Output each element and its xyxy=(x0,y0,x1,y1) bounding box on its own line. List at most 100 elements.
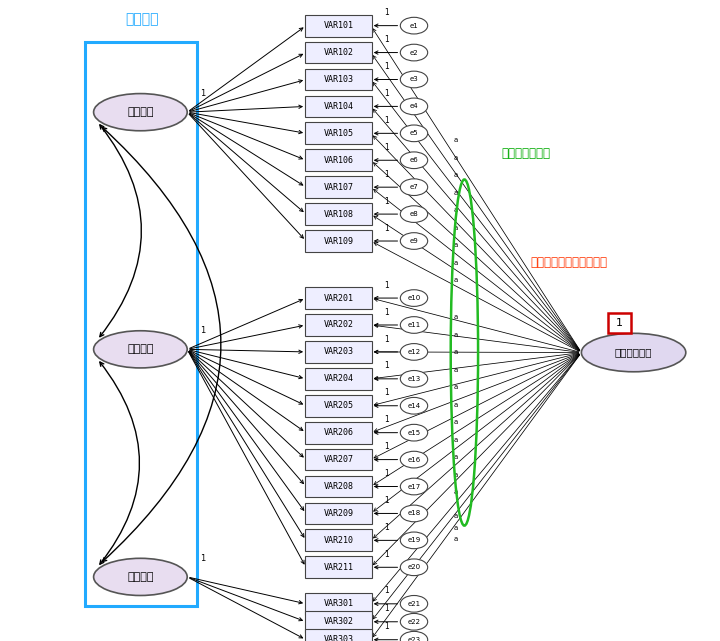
Ellipse shape xyxy=(400,44,428,61)
Text: 1: 1 xyxy=(384,35,390,44)
FancyBboxPatch shape xyxy=(305,287,372,309)
Text: 1: 1 xyxy=(616,318,623,328)
Ellipse shape xyxy=(582,333,686,372)
Text: 1: 1 xyxy=(384,116,390,125)
Text: VAR102: VAR102 xyxy=(323,48,354,57)
Text: VAR105: VAR105 xyxy=(323,129,354,138)
FancyBboxPatch shape xyxy=(305,122,372,144)
FancyBboxPatch shape xyxy=(608,313,631,333)
FancyBboxPatch shape xyxy=(305,230,372,252)
Ellipse shape xyxy=(400,71,428,88)
Text: VAR201: VAR201 xyxy=(323,294,354,303)
Text: a: a xyxy=(453,260,457,265)
Text: VAR205: VAR205 xyxy=(323,401,354,410)
Text: a: a xyxy=(453,137,457,143)
FancyBboxPatch shape xyxy=(305,368,372,390)
Text: 1: 1 xyxy=(384,415,390,424)
Text: a: a xyxy=(453,207,457,213)
Ellipse shape xyxy=(400,397,428,414)
Text: 1: 1 xyxy=(384,308,390,317)
FancyBboxPatch shape xyxy=(305,176,372,198)
Ellipse shape xyxy=(400,505,428,522)
Text: a: a xyxy=(453,537,457,542)
Text: 1: 1 xyxy=(384,388,390,397)
Ellipse shape xyxy=(400,17,428,34)
Text: 1: 1 xyxy=(384,62,390,71)
Text: 1: 1 xyxy=(384,496,390,505)
Ellipse shape xyxy=(94,331,187,368)
Text: 1: 1 xyxy=(200,554,205,563)
Text: a: a xyxy=(453,419,457,425)
Text: e3: e3 xyxy=(410,76,418,83)
Ellipse shape xyxy=(400,532,428,549)
Text: VAR206: VAR206 xyxy=(323,428,354,437)
Text: e4: e4 xyxy=(410,103,418,110)
Text: 1: 1 xyxy=(384,281,390,290)
Text: e12: e12 xyxy=(408,349,420,355)
Text: e20: e20 xyxy=(408,564,420,570)
FancyBboxPatch shape xyxy=(305,203,372,225)
Ellipse shape xyxy=(400,152,428,169)
Text: e10: e10 xyxy=(408,295,420,301)
Text: a: a xyxy=(453,172,457,178)
Text: 1: 1 xyxy=(384,604,390,613)
Text: 1: 1 xyxy=(200,89,205,98)
Ellipse shape xyxy=(400,98,428,115)
Ellipse shape xyxy=(400,317,428,333)
Text: e9: e9 xyxy=(410,238,418,244)
Ellipse shape xyxy=(400,424,428,441)
FancyBboxPatch shape xyxy=(305,629,372,641)
Text: VAR101: VAR101 xyxy=(323,21,354,30)
Text: 1: 1 xyxy=(384,197,390,206)
Text: a: a xyxy=(453,190,457,196)
Text: e2: e2 xyxy=(410,49,418,56)
Text: e5: e5 xyxy=(410,130,418,137)
FancyBboxPatch shape xyxy=(305,449,372,470)
Text: VAR210: VAR210 xyxy=(323,536,354,545)
Text: 1: 1 xyxy=(384,335,390,344)
Text: VAR202: VAR202 xyxy=(323,320,354,329)
Text: VAR104: VAR104 xyxy=(323,102,354,111)
FancyBboxPatch shape xyxy=(305,69,372,90)
Text: e17: e17 xyxy=(408,483,420,490)
Ellipse shape xyxy=(400,370,428,387)
Ellipse shape xyxy=(400,179,428,196)
Text: e7: e7 xyxy=(410,184,418,190)
Ellipse shape xyxy=(94,558,187,595)
Text: e21: e21 xyxy=(408,601,420,607)
Text: a: a xyxy=(453,402,457,408)
FancyBboxPatch shape xyxy=(305,476,372,497)
Ellipse shape xyxy=(400,451,428,468)
Text: a: a xyxy=(453,472,457,478)
Text: 为拟合模型，需设置方差: 为拟合模型，需设置方差 xyxy=(531,256,607,269)
FancyBboxPatch shape xyxy=(305,149,372,171)
Text: 1: 1 xyxy=(384,622,390,631)
Ellipse shape xyxy=(94,94,187,131)
Text: 1: 1 xyxy=(384,8,390,17)
Text: e22: e22 xyxy=(408,619,420,625)
Ellipse shape xyxy=(400,631,428,641)
Text: 1: 1 xyxy=(384,89,390,98)
Text: 1: 1 xyxy=(384,469,390,478)
Text: 1: 1 xyxy=(384,224,390,233)
Ellipse shape xyxy=(400,125,428,142)
Text: VAR211: VAR211 xyxy=(323,563,354,572)
Text: VAR108: VAR108 xyxy=(323,210,354,219)
Ellipse shape xyxy=(400,595,428,612)
Text: VAR207: VAR207 xyxy=(323,455,354,464)
Text: a: a xyxy=(453,154,457,160)
Ellipse shape xyxy=(400,478,428,495)
Text: 1: 1 xyxy=(384,442,390,451)
Text: a: a xyxy=(453,524,457,531)
Ellipse shape xyxy=(400,206,428,222)
Text: VAR301: VAR301 xyxy=(323,599,354,608)
Text: VAR103: VAR103 xyxy=(323,75,354,84)
Text: VAR107: VAR107 xyxy=(323,183,354,192)
Text: a: a xyxy=(453,242,457,248)
Text: a: a xyxy=(453,489,457,495)
Text: a: a xyxy=(453,454,457,460)
FancyBboxPatch shape xyxy=(305,15,372,37)
Text: 设置为相同标签: 设置为相同标签 xyxy=(501,147,550,160)
Text: e23: e23 xyxy=(408,637,420,641)
Text: 1: 1 xyxy=(384,523,390,532)
